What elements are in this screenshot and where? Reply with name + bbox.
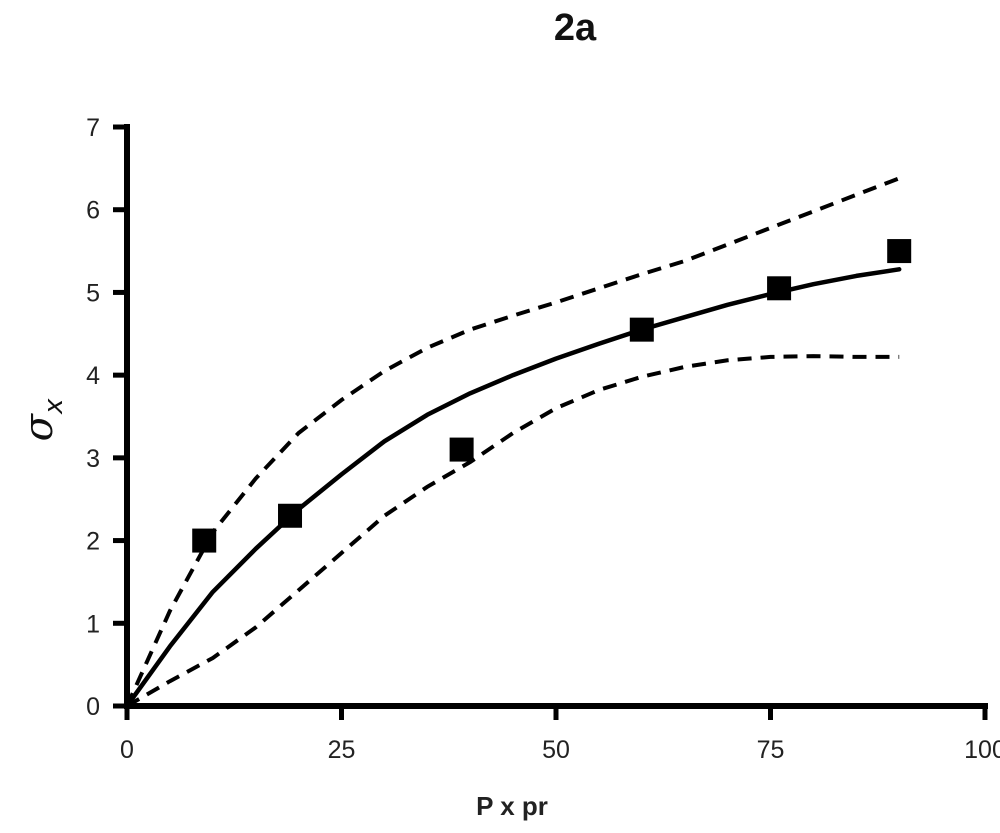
y-tick-label: 5 (86, 279, 100, 307)
x-tick-label: 100 (964, 736, 1000, 764)
chart-lines (124, 176, 902, 709)
data-point-marker (629, 317, 654, 342)
data-point-marker (767, 276, 792, 301)
data-point-marker (192, 528, 217, 553)
data-markers (192, 239, 912, 553)
data-point-marker (278, 503, 303, 528)
fit-line (124, 267, 902, 709)
y-tick-label: 4 (86, 362, 100, 390)
y-tick-label: 2 (86, 528, 100, 556)
y-tick-label: 1 (86, 610, 100, 638)
chart-title: 2a (554, 7, 597, 49)
x-tick-label: 50 (542, 736, 570, 764)
x-axis-ticks: 0 25 50 75 100 (120, 706, 1000, 764)
x-axis-label: P x pr (476, 791, 548, 821)
y-tick-label: 7 (86, 114, 100, 142)
y-tick-label: 0 (86, 693, 100, 721)
y-axis-label-subscript: x (39, 398, 69, 415)
y-axis-label: σx (16, 398, 69, 441)
data-point-marker (887, 239, 912, 264)
x-tick-label: 25 (328, 736, 356, 764)
x-tick-label: 0 (120, 736, 134, 764)
dashed-bound-line (125, 176, 900, 707)
dashed-bound-line (125, 354, 900, 708)
data-point-marker (449, 437, 474, 462)
y-tick-label: 6 (86, 197, 100, 225)
y-axis-ticks: 0 1 2 3 4 5 6 7 (86, 114, 127, 721)
y-tick-label: 3 (86, 445, 100, 473)
y-axis-label-symbol: σ (16, 412, 62, 441)
x-tick-label: 75 (757, 736, 785, 764)
